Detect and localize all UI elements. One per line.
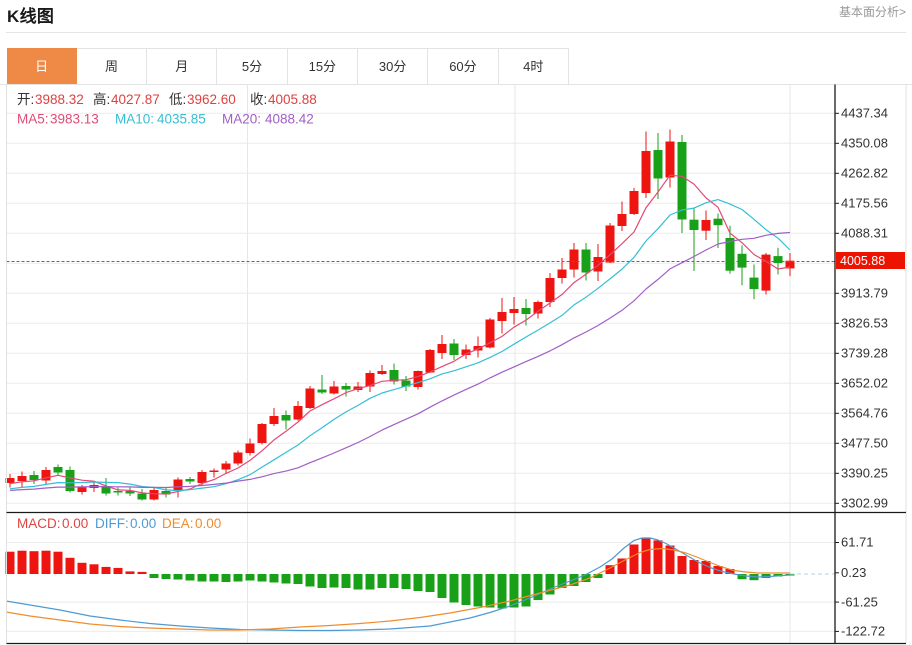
svg-text:-122.72: -122.72 xyxy=(841,624,885,639)
svg-text:低:: 低: xyxy=(169,92,186,107)
svg-text:MA5:: MA5: xyxy=(17,112,49,127)
svg-text:4175.56: 4175.56 xyxy=(841,196,888,211)
svg-text:3983.13: 3983.13 xyxy=(50,112,99,127)
svg-text:3390.25: 3390.25 xyxy=(841,466,888,481)
svg-text:DIFF:: DIFF: xyxy=(95,516,129,531)
svg-text:0.00: 0.00 xyxy=(130,516,156,531)
svg-text:3962.60: 3962.60 xyxy=(187,92,236,107)
svg-text:4437.34: 4437.34 xyxy=(841,106,888,121)
svg-text:4005.88: 4005.88 xyxy=(840,254,885,268)
svg-text:3913.79: 3913.79 xyxy=(841,286,888,301)
svg-text:3988.32: 3988.32 xyxy=(35,92,84,107)
svg-text:3302.99: 3302.99 xyxy=(841,496,888,511)
svg-text:3826.53: 3826.53 xyxy=(841,316,888,331)
svg-text:3477.50: 3477.50 xyxy=(841,436,888,451)
svg-text:MA20:: MA20: xyxy=(222,112,261,127)
svg-text:4027.87: 4027.87 xyxy=(111,92,160,107)
svg-text:4350.08: 4350.08 xyxy=(841,136,888,151)
svg-text:3564.76: 3564.76 xyxy=(841,406,888,421)
svg-text:DEA:: DEA: xyxy=(162,516,194,531)
svg-text:4088.31: 4088.31 xyxy=(841,226,888,241)
svg-text:-61.25: -61.25 xyxy=(841,594,878,609)
svg-text:3652.02: 3652.02 xyxy=(841,376,888,391)
svg-text:0.00: 0.00 xyxy=(62,516,88,531)
svg-text:4262.82: 4262.82 xyxy=(841,166,888,181)
svg-text:0.00: 0.00 xyxy=(195,516,221,531)
svg-text:61.71: 61.71 xyxy=(841,535,874,550)
svg-text:MA10:: MA10: xyxy=(115,112,154,127)
svg-text:收:: 收: xyxy=(250,92,267,107)
svg-text:开:: 开: xyxy=(17,92,34,107)
svg-text:4035.85: 4035.85 xyxy=(157,112,206,127)
svg-text:高:: 高: xyxy=(93,91,110,107)
svg-text:3739.28: 3739.28 xyxy=(841,346,888,361)
svg-text:0.23: 0.23 xyxy=(841,565,866,580)
svg-text:4005.88: 4005.88 xyxy=(268,92,317,107)
svg-text:4088.42: 4088.42 xyxy=(265,112,314,127)
svg-text:MACD:: MACD: xyxy=(17,516,61,531)
